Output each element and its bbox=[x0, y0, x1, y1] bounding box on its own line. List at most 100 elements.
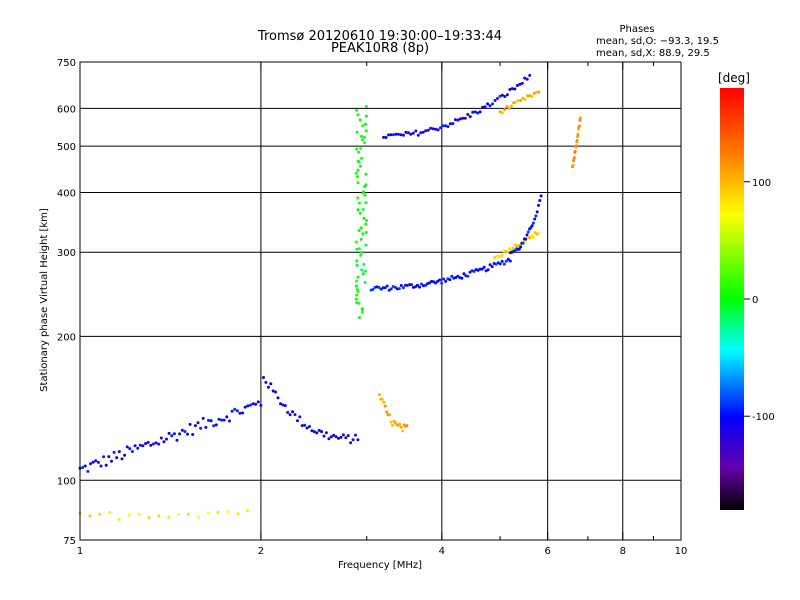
data-point bbox=[128, 447, 132, 451]
data-point bbox=[419, 131, 423, 135]
data-point bbox=[383, 286, 387, 290]
x-tick-label: 6 bbox=[544, 546, 550, 557]
data-point bbox=[416, 133, 420, 137]
data-point bbox=[357, 301, 361, 305]
data-point bbox=[420, 282, 423, 286]
data-point bbox=[526, 230, 530, 234]
data-point bbox=[578, 116, 582, 120]
data-point bbox=[359, 147, 363, 151]
data-point bbox=[364, 114, 368, 118]
data-point bbox=[416, 283, 419, 287]
grid-lines bbox=[80, 62, 681, 540]
data-point bbox=[399, 425, 403, 429]
data-point bbox=[486, 268, 490, 272]
x-axis-label: Frequency [MHz] bbox=[338, 560, 422, 571]
data-point bbox=[178, 432, 182, 436]
data-point bbox=[401, 286, 405, 290]
data-point bbox=[360, 156, 364, 160]
data-point bbox=[364, 104, 368, 108]
data-point bbox=[362, 190, 365, 194]
data-point bbox=[396, 132, 400, 136]
data-point bbox=[183, 430, 187, 433]
y-tick-label: 500 bbox=[57, 142, 76, 153]
data-point bbox=[391, 423, 394, 427]
data-point bbox=[500, 93, 504, 97]
y-tick-label: 300 bbox=[57, 248, 76, 259]
data-point bbox=[473, 110, 477, 114]
data-point bbox=[414, 129, 418, 133]
data-point bbox=[436, 128, 440, 132]
data-point bbox=[398, 422, 402, 426]
data-point bbox=[295, 419, 299, 423]
data-point bbox=[266, 385, 270, 389]
y-tick-label: 750 bbox=[57, 58, 76, 69]
data-point bbox=[354, 433, 357, 437]
data-point bbox=[196, 421, 200, 425]
data-point bbox=[466, 113, 470, 116]
data-point bbox=[576, 132, 580, 136]
data-point bbox=[274, 390, 278, 394]
data-point bbox=[519, 99, 523, 102]
data-point bbox=[276, 396, 280, 400]
data-point bbox=[279, 402, 282, 406]
data-point bbox=[269, 382, 273, 386]
chart-title: Tromsø 20120610 19:30:00–19:33:44 bbox=[257, 29, 502, 44]
data-point bbox=[186, 432, 189, 436]
data-point bbox=[456, 274, 460, 278]
data-point bbox=[524, 237, 528, 241]
data-point bbox=[204, 425, 208, 429]
data-point bbox=[351, 438, 355, 442]
data-point bbox=[514, 100, 518, 104]
phases-x-line: mean, sd,X: 88.9, 29.5 bbox=[596, 48, 710, 59]
data-point bbox=[286, 411, 290, 414]
data-point bbox=[448, 278, 452, 282]
data-point bbox=[201, 416, 205, 420]
data-point bbox=[356, 275, 360, 279]
data-point bbox=[516, 99, 520, 102]
data-point bbox=[503, 95, 507, 98]
data-point bbox=[107, 455, 111, 459]
data-point bbox=[440, 281, 444, 285]
data-point bbox=[378, 393, 381, 397]
data-point bbox=[498, 262, 502, 266]
data-point bbox=[146, 440, 150, 444]
data-point bbox=[397, 287, 401, 291]
data-point bbox=[483, 105, 487, 109]
data-point bbox=[356, 181, 360, 185]
data-point bbox=[468, 115, 472, 119]
data-point bbox=[488, 104, 492, 108]
data-point bbox=[144, 442, 148, 445]
data-point bbox=[110, 459, 113, 463]
data-point bbox=[383, 404, 387, 408]
data-point bbox=[441, 124, 445, 128]
data-point bbox=[456, 118, 460, 122]
data-point bbox=[387, 133, 390, 137]
data-point bbox=[303, 423, 307, 427]
data-point bbox=[172, 432, 176, 436]
data-point bbox=[399, 284, 403, 287]
data-point bbox=[355, 130, 359, 134]
data-point bbox=[346, 434, 350, 438]
data-point bbox=[482, 265, 486, 269]
data-point bbox=[354, 171, 358, 175]
data-point bbox=[308, 425, 311, 428]
data-point bbox=[360, 134, 363, 138]
data-point bbox=[147, 516, 151, 520]
data-point bbox=[401, 133, 405, 137]
data-point bbox=[96, 460, 100, 464]
data-point bbox=[88, 514, 92, 518]
data-point bbox=[354, 284, 358, 288]
data-point bbox=[241, 411, 245, 415]
data-point bbox=[217, 417, 221, 421]
data-point bbox=[510, 104, 513, 108]
data-point bbox=[434, 281, 438, 285]
data-point bbox=[361, 208, 365, 211]
data-point bbox=[175, 438, 179, 442]
data-point bbox=[498, 94, 502, 98]
data-point bbox=[212, 424, 216, 428]
data-point bbox=[125, 445, 129, 449]
data-point bbox=[361, 232, 365, 236]
phases-o-line: mean, sd,O: −93.3, 19.5 bbox=[596, 36, 719, 47]
data-point bbox=[355, 279, 359, 283]
